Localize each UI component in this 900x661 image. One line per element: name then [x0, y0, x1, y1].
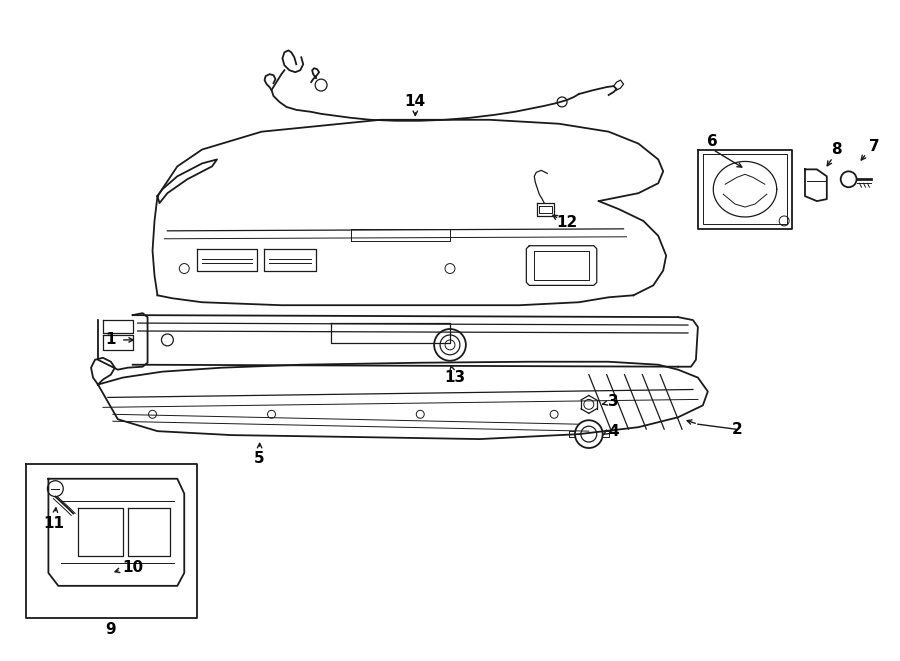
Text: 8: 8 — [832, 142, 842, 157]
Text: 3: 3 — [608, 394, 619, 409]
Text: 2: 2 — [733, 422, 742, 437]
Text: 7: 7 — [869, 139, 879, 154]
Text: 14: 14 — [405, 95, 426, 110]
Text: 5: 5 — [255, 451, 265, 467]
Text: 13: 13 — [445, 370, 465, 385]
Text: 12: 12 — [556, 215, 578, 231]
Text: 1: 1 — [105, 332, 116, 348]
Text: 6: 6 — [707, 134, 718, 149]
Text: 11: 11 — [43, 516, 64, 531]
Text: 4: 4 — [608, 424, 619, 439]
Text: 9: 9 — [105, 622, 116, 637]
Text: 10: 10 — [122, 561, 143, 576]
